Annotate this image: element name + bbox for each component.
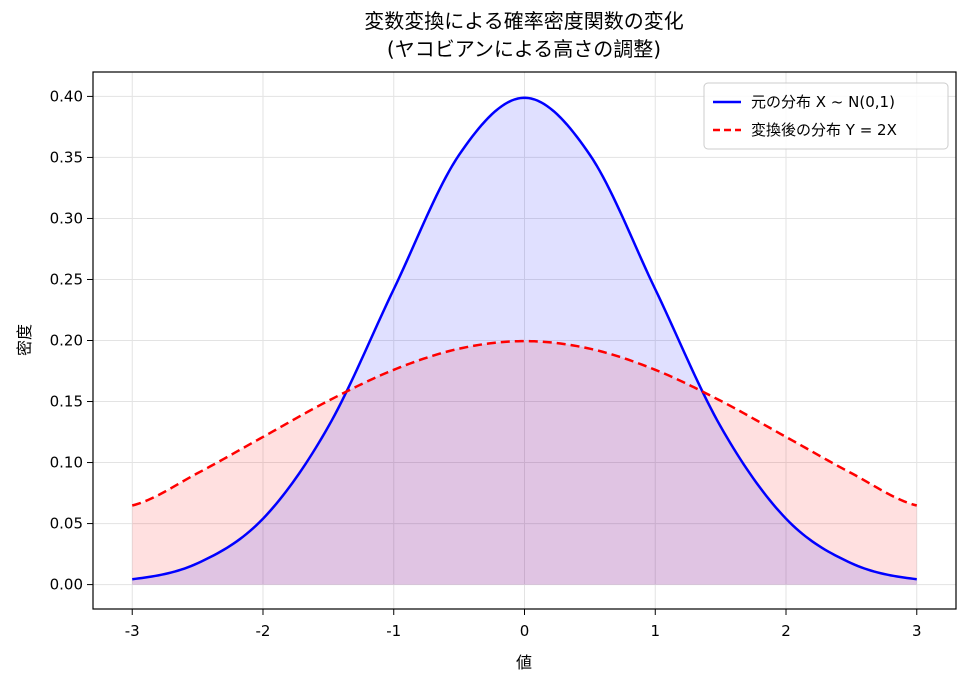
x-tick-label: -1 [386,622,401,640]
series-line [131,339,918,507]
axis-ticks: -3 -2 -1 0 1 2 3 0.00 0.05 0.10 0.15 0.20 0.25 0.30 0.… [50,87,922,640]
y-tick-label: 0.40 [50,87,83,105]
x-axis-label: 値 [516,653,532,672]
series-lines [131,96,918,581]
chart-title: 変数変換による確率密度関数の変化 [364,9,683,33]
y-axis-label: 密度 [15,324,34,356]
fill-areas [132,97,917,585]
x-tick-label: -2 [256,622,271,640]
chart-subtitle: (ヤコビアンによる高さの調整) [387,37,661,61]
x-tick-label: 3 [912,622,922,640]
y-tick-label: 0.10 [50,454,83,472]
y-tick-label: 0.20 [50,332,83,350]
y-tick-label: 0.00 [50,576,83,594]
y-tick-label: 0.25 [50,270,83,288]
legend: 元の分布 X ~ N(0,1) 変換後の分布 Y = 2X [703,82,949,150]
grid-lines [93,72,956,609]
legend-label-original: 元の分布 X ~ N(0,1) [751,93,895,111]
x-tick-label: 0 [520,622,530,640]
x-tick-label: 1 [650,622,660,640]
legend-box [703,82,949,150]
series-line [132,96,917,581]
x-tick-label: -3 [125,622,140,640]
y-tick-label: 0.05 [50,515,83,533]
legend-label-transformed: 変換後の分布 Y = 2X [751,121,897,139]
y-tick-label: 0.30 [50,209,83,227]
y-tick-label: 0.15 [50,393,83,411]
x-tick-label: 2 [781,622,791,640]
y-tick-label: 0.35 [50,148,83,166]
series-fill-area [132,97,917,585]
